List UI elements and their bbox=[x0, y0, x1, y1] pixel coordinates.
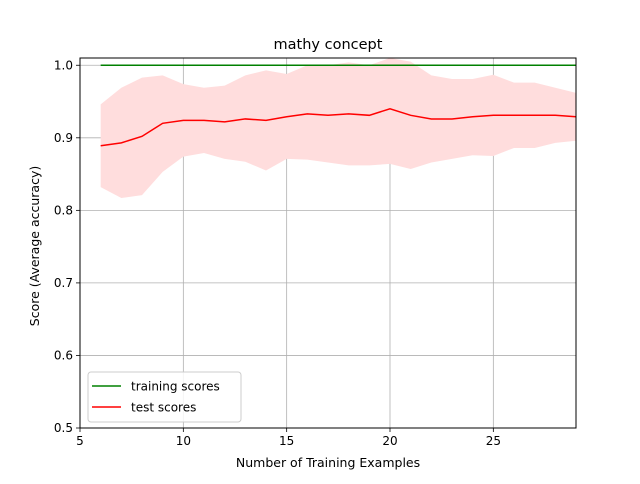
series-line-test-scores bbox=[100, 107, 576, 147]
plot-frame bbox=[79, 57, 577, 429]
y-tick-label: 0.5 bbox=[54, 421, 73, 435]
x-tick-label: 10 bbox=[176, 434, 191, 448]
legend: training scores test scores bbox=[87, 371, 242, 423]
y-tick-label: 0.7 bbox=[54, 276, 73, 290]
x-tick-label: 5 bbox=[76, 434, 84, 448]
y-tick-label: 0.8 bbox=[54, 203, 73, 217]
series-band-test-scores bbox=[100, 58, 576, 199]
legend-label: test scores bbox=[131, 401, 196, 415]
y-axis-label: Score (Average accuracy) bbox=[27, 166, 42, 326]
x-tick-label: 20 bbox=[382, 434, 397, 448]
legend-box bbox=[87, 371, 242, 423]
chart-title: mathy concept bbox=[274, 37, 383, 53]
y-tick-label: 0.6 bbox=[54, 348, 73, 362]
x-tick-label: 15 bbox=[279, 434, 294, 448]
x-tick-label: 25 bbox=[486, 434, 501, 448]
y-tick-label: 0.9 bbox=[54, 131, 73, 145]
y-tick-label: 1.0 bbox=[54, 58, 73, 72]
axis-ticks: 5 10 15 20 25 0.5 0.6 0.7 0.8 0.9 1.0 bbox=[54, 58, 501, 448]
series-lines-layer bbox=[100, 64, 576, 147]
confidence-band-layer bbox=[100, 58, 576, 199]
x-axis-label: Number of Training Examples bbox=[236, 455, 420, 470]
legend-label: training scores bbox=[131, 380, 220, 394]
